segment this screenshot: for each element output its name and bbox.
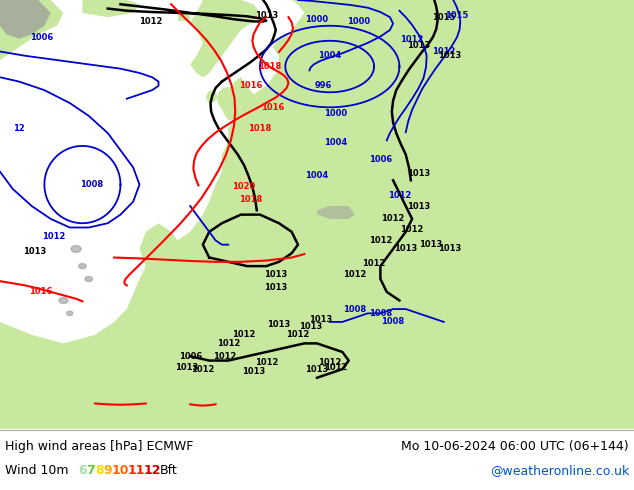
Text: Mo 10-06-2024 06:00 UTC (06+144): Mo 10-06-2024 06:00 UTC (06+144) — [401, 440, 629, 453]
Circle shape — [71, 245, 81, 252]
Text: 1013: 1013 — [439, 245, 462, 253]
Text: 10: 10 — [112, 464, 129, 477]
Text: 1012: 1012 — [214, 352, 236, 361]
Text: 1012: 1012 — [255, 358, 278, 367]
Text: 1013: 1013 — [242, 367, 265, 376]
Text: 11: 11 — [128, 464, 145, 477]
Text: 1012: 1012 — [191, 365, 214, 374]
Text: 1006: 1006 — [179, 352, 202, 361]
Text: @weatheronline.co.uk: @weatheronline.co.uk — [489, 464, 629, 477]
Circle shape — [79, 264, 86, 269]
Polygon shape — [190, 0, 260, 77]
Text: 1013: 1013 — [176, 363, 198, 371]
Text: 1004: 1004 — [325, 138, 347, 147]
Text: 1012: 1012 — [325, 363, 347, 371]
Text: 1006: 1006 — [369, 155, 392, 164]
Text: 1013: 1013 — [407, 170, 430, 178]
Text: 1012: 1012 — [217, 339, 240, 348]
Text: 1013: 1013 — [309, 315, 332, 324]
Text: 1013: 1013 — [255, 11, 278, 20]
Text: 1008: 1008 — [382, 318, 404, 326]
Polygon shape — [317, 206, 355, 219]
Text: 1012: 1012 — [363, 260, 385, 269]
Polygon shape — [217, 87, 241, 120]
Text: 1012: 1012 — [344, 270, 366, 279]
Text: 1013: 1013 — [394, 245, 417, 253]
Text: 1012: 1012 — [318, 358, 341, 367]
Polygon shape — [0, 0, 634, 429]
Text: 1000: 1000 — [347, 17, 370, 26]
Text: 1008: 1008 — [344, 305, 366, 314]
Polygon shape — [82, 0, 139, 17]
Text: Bft: Bft — [160, 464, 178, 477]
Polygon shape — [228, 13, 247, 22]
Text: High wind areas [hPa] ECMWF: High wind areas [hPa] ECMWF — [5, 440, 193, 453]
Text: 8: 8 — [95, 464, 103, 477]
Text: 1000: 1000 — [306, 15, 328, 24]
Polygon shape — [0, 0, 51, 39]
Text: 1018: 1018 — [258, 62, 281, 71]
Text: 7: 7 — [86, 464, 95, 477]
Text: 1008: 1008 — [369, 309, 392, 318]
Text: 1008: 1008 — [81, 180, 103, 189]
Text: 1013: 1013 — [264, 270, 287, 279]
Polygon shape — [0, 0, 63, 60]
Text: 1016: 1016 — [30, 287, 53, 296]
Text: 1012: 1012 — [42, 232, 65, 241]
Text: Wind 10m: Wind 10m — [5, 464, 68, 477]
Text: 1013: 1013 — [407, 41, 430, 49]
Text: 1013: 1013 — [23, 246, 46, 256]
Text: 9: 9 — [103, 464, 112, 477]
Text: 1020: 1020 — [233, 182, 256, 191]
Text: 1015: 1015 — [445, 10, 468, 20]
Text: 1004: 1004 — [318, 51, 341, 60]
Text: 1004: 1004 — [306, 172, 328, 180]
Text: 1016: 1016 — [261, 103, 284, 112]
Text: 1012: 1012 — [388, 191, 411, 200]
Text: 1012: 1012 — [382, 215, 404, 223]
Text: 6: 6 — [78, 464, 87, 477]
Text: 1015: 1015 — [432, 13, 455, 22]
Text: 1012: 1012 — [432, 47, 455, 56]
Text: 12: 12 — [13, 124, 25, 133]
Text: 1013: 1013 — [407, 201, 430, 211]
Text: 1012: 1012 — [287, 330, 309, 339]
Text: 1012: 1012 — [401, 35, 424, 44]
Text: 1013: 1013 — [439, 51, 462, 60]
Text: 1006: 1006 — [30, 33, 53, 42]
Text: 1012: 1012 — [369, 236, 392, 245]
Text: 1013: 1013 — [264, 283, 287, 292]
Text: 1013: 1013 — [268, 319, 290, 329]
Polygon shape — [178, 13, 190, 22]
Circle shape — [67, 311, 73, 316]
Circle shape — [59, 297, 68, 303]
Text: 1018: 1018 — [249, 124, 271, 133]
Text: 1018: 1018 — [239, 195, 262, 204]
Text: 1013: 1013 — [299, 322, 322, 331]
Text: 1013: 1013 — [420, 240, 443, 249]
Polygon shape — [206, 90, 217, 103]
Text: 12: 12 — [144, 464, 162, 477]
Text: 1012: 1012 — [233, 330, 256, 339]
Text: 1013: 1013 — [306, 365, 328, 374]
Text: 996: 996 — [314, 81, 332, 90]
Text: 1012: 1012 — [139, 17, 162, 26]
Text: 1016: 1016 — [239, 81, 262, 90]
Text: 1000: 1000 — [325, 109, 347, 118]
Circle shape — [85, 276, 93, 282]
Text: 1012: 1012 — [401, 225, 424, 234]
